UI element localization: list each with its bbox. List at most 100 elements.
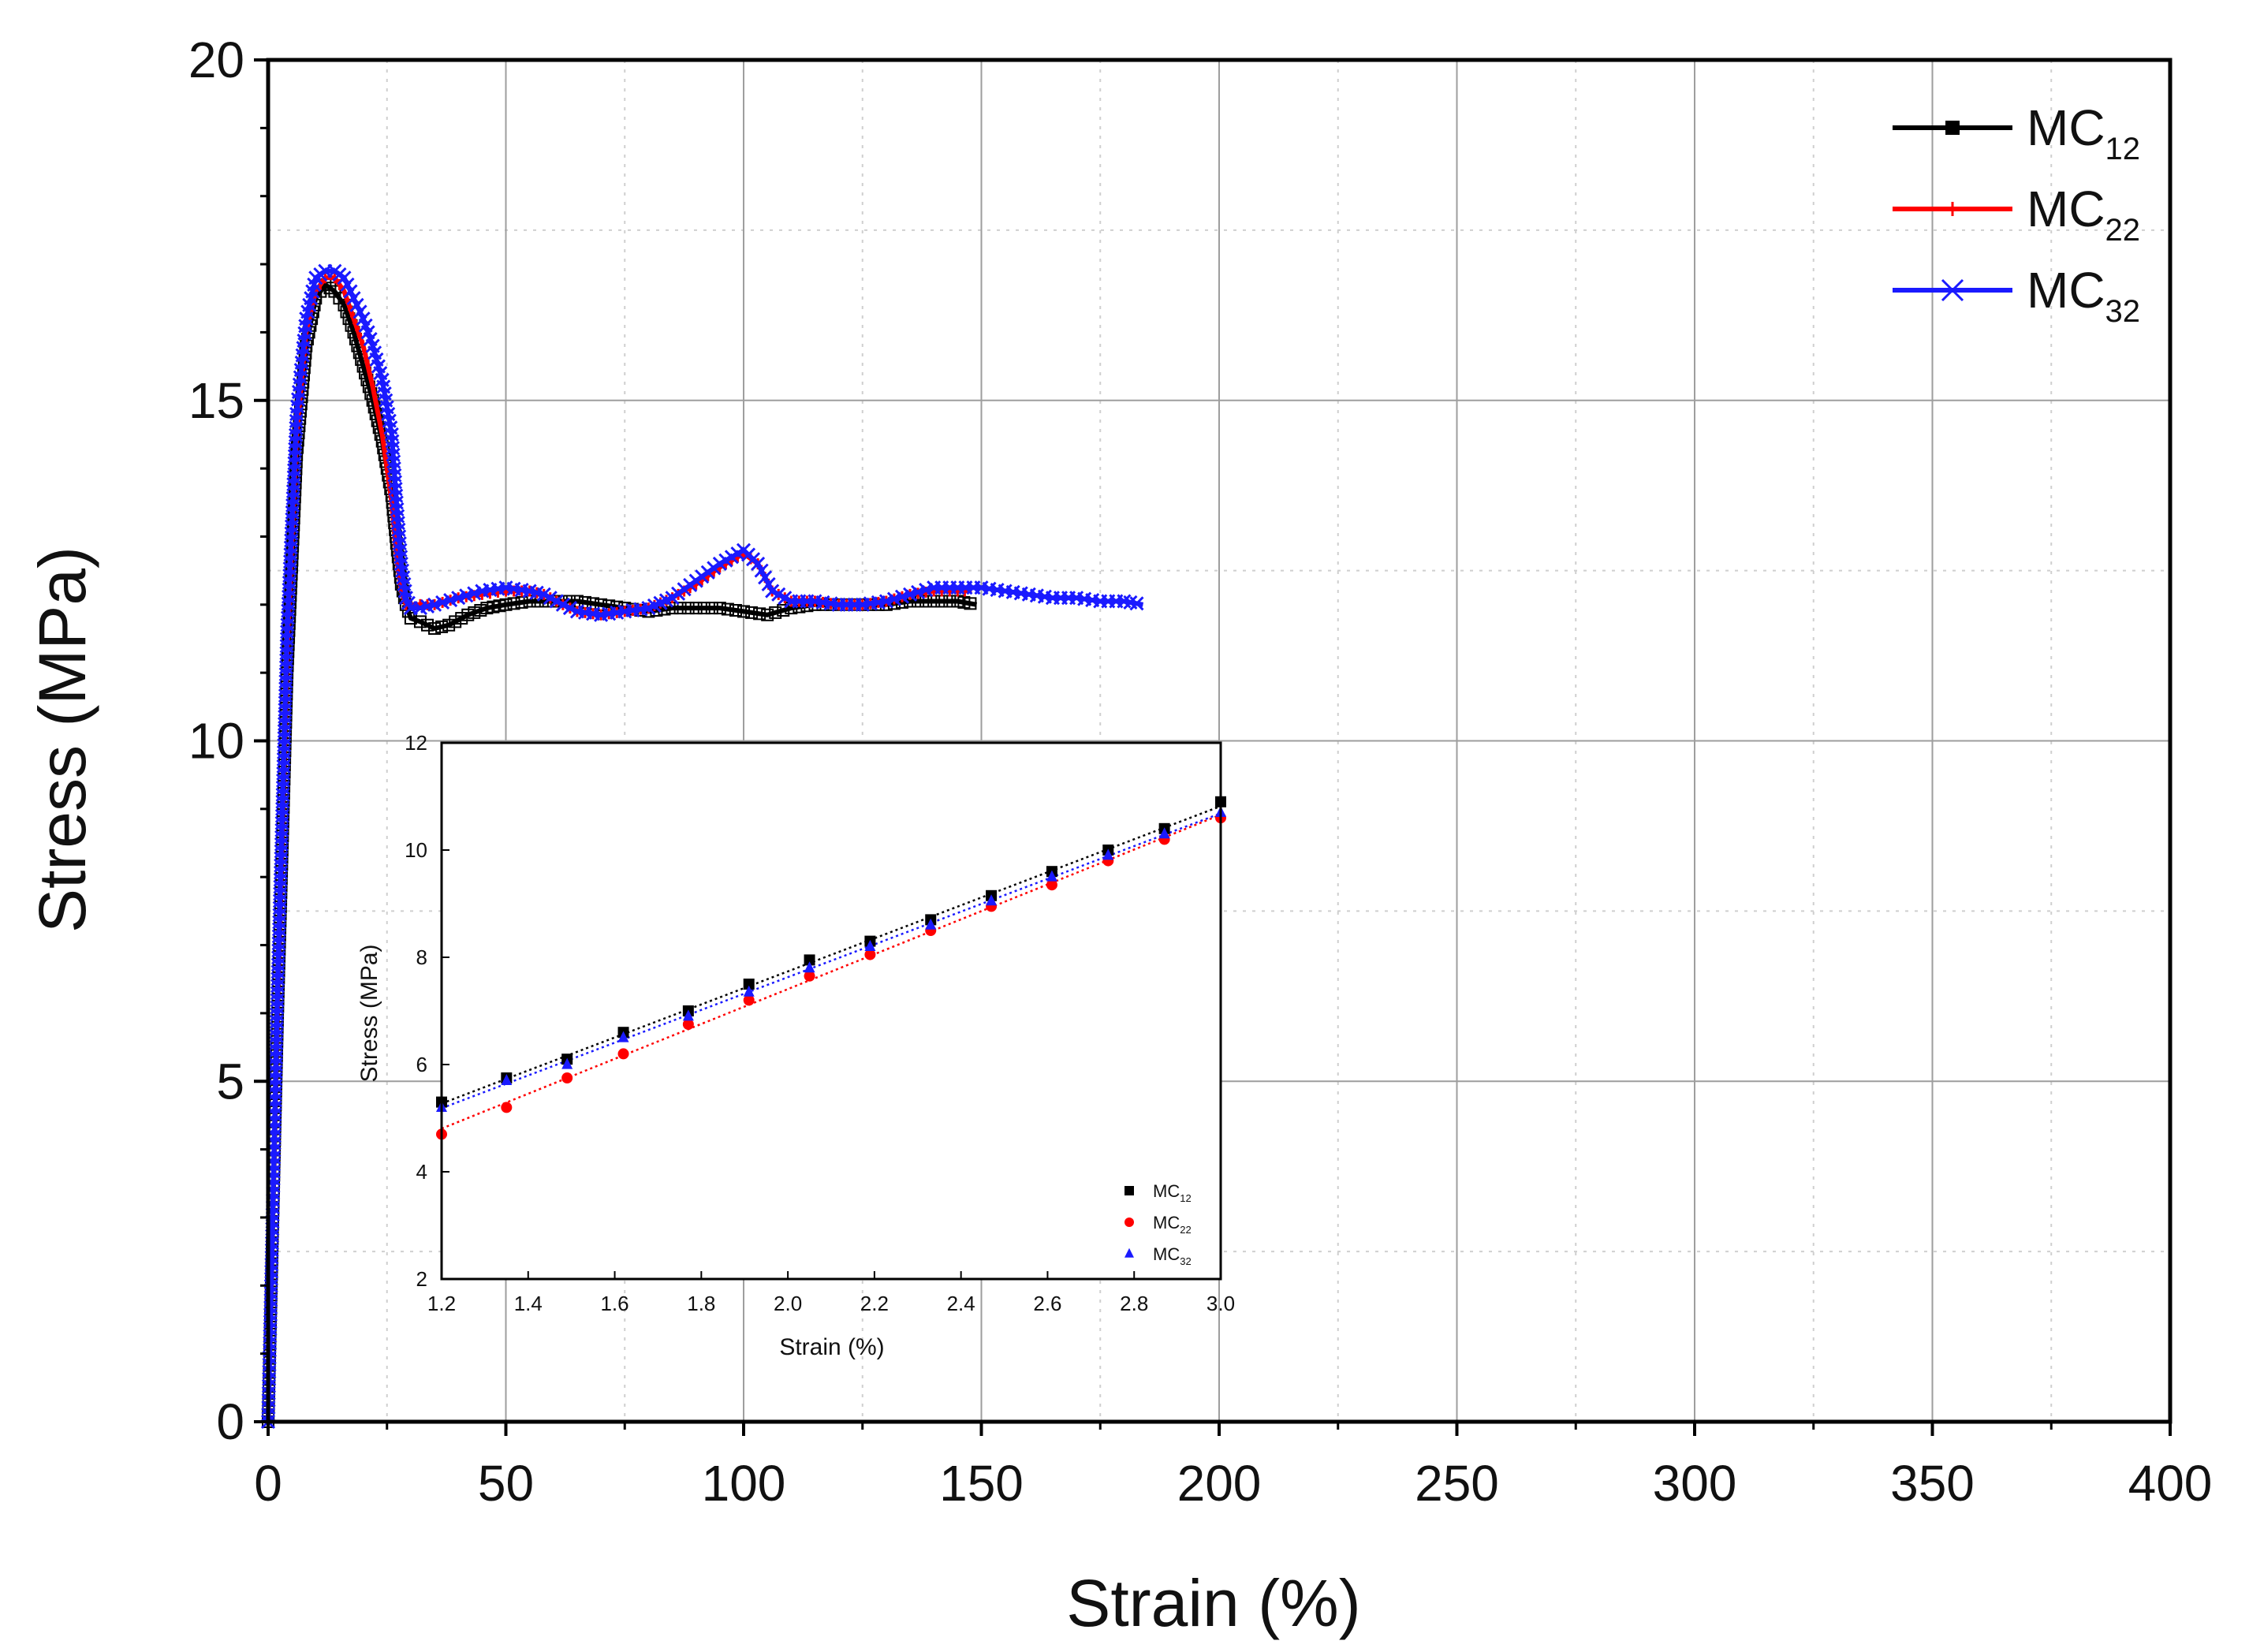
main-marker-12 — [449, 615, 462, 628]
main-ticks: 0 50 100 150 200 250 300 350 400 0 5 10 15 20 — [188, 32, 2213, 1512]
inset-point-22 — [682, 1019, 694, 1030]
main-x-tick-label: 150 — [939, 1455, 1024, 1512]
inset-background — [442, 743, 1221, 1279]
inset-y-tick-label: 12 — [405, 731, 427, 755]
main-legend-subscript: 32 — [2105, 294, 2141, 329]
inset-point-32 — [804, 961, 815, 973]
main-marker-32 — [427, 597, 442, 612]
main-x-tick-label: 50 — [478, 1455, 534, 1512]
main-marker-12 — [681, 602, 695, 615]
main-marker-32 — [671, 586, 686, 601]
main-legend-swatch-marker — [1941, 278, 1964, 302]
inset-x-tick-label: 1.4 — [514, 1292, 543, 1315]
main-marker-32 — [683, 577, 698, 593]
main-x-tick-label: 100 — [702, 1455, 786, 1512]
inset-x-tick-label: 2.6 — [1033, 1292, 1061, 1315]
main-marker-12 — [705, 602, 718, 615]
main-x-tick-label: 350 — [1890, 1455, 1975, 1512]
main-x-tick-label: 300 — [1653, 1455, 1737, 1512]
main-x-tick-label: 250 — [1415, 1455, 1499, 1512]
main-marker-12 — [745, 606, 759, 619]
main-y-tick-label: 5 — [216, 1053, 244, 1109]
main-marker-32 — [902, 587, 918, 602]
inset-ticks: 1.2 1.4 1.6 1.8 2.0 2.2 2.4 2.6 2.8 3.0 2 4 6 8 10 12 — [405, 731, 1235, 1315]
main-marker-32 — [555, 597, 570, 612]
inset-y-tick-label: 2 — [416, 1267, 427, 1291]
main-marker-12 — [461, 608, 475, 621]
main-marker-12 — [480, 602, 494, 615]
main-marker-12 — [442, 618, 456, 632]
inset-point-32 — [986, 894, 998, 906]
inset-y-tick-label: 10 — [405, 838, 427, 862]
inset-plot-frame — [440, 741, 1222, 1281]
inset-point-32 — [501, 1074, 513, 1085]
inset-legend-subscript: 32 — [1180, 1255, 1191, 1267]
inset-x-tick-label: 1.2 — [427, 1292, 456, 1315]
main-marker-12 — [468, 606, 481, 619]
main-marker-12 — [761, 608, 774, 621]
inset-legend-swatch — [1124, 1186, 1134, 1195]
main-marker-32 — [754, 563, 769, 578]
main-x-axis-title: Strain (%) — [1066, 1566, 1360, 1640]
main-x-tick-label: 400 — [2128, 1455, 2213, 1512]
main-marker-12 — [721, 602, 734, 616]
main-marker-12 — [713, 602, 726, 615]
main-marker-12 — [753, 607, 766, 621]
inset-y-tick-label: 6 — [416, 1053, 427, 1076]
main-marker-32 — [1129, 596, 1144, 611]
main-marker-32 — [665, 591, 680, 606]
main-y-tick-label: 10 — [188, 713, 244, 770]
inset-series-32 — [436, 806, 1226, 1112]
main-x-tick-label: 200 — [1177, 1455, 1262, 1512]
main-series-group — [260, 263, 1144, 1430]
main-marker-32 — [451, 591, 466, 606]
main-y-tick-label: 15 — [188, 372, 244, 429]
main-marker-32 — [894, 589, 910, 604]
inset-point-32 — [1158, 827, 1170, 839]
main-marker-32 — [467, 586, 482, 601]
inset-point-32 — [561, 1057, 573, 1069]
main-marker-12 — [769, 606, 782, 619]
main-legend-subscript: 22 — [2105, 213, 2141, 248]
inset-y-tick-label: 8 — [416, 945, 427, 969]
inset-x-tick-label: 2.4 — [947, 1292, 975, 1315]
main-marker-12 — [737, 605, 750, 618]
inset-legend-subscript: 22 — [1180, 1224, 1191, 1236]
main-marker-12 — [487, 600, 500, 613]
inset-point-32 — [682, 1009, 694, 1021]
main-marker-32 — [758, 570, 773, 585]
main-marker-32 — [435, 595, 450, 610]
main-marker-12 — [404, 612, 417, 625]
inset-point-12 — [743, 979, 755, 990]
main-legend-item-12: MC12 — [1893, 99, 2140, 166]
main-marker-32 — [707, 561, 722, 576]
main-marker-12 — [689, 602, 703, 615]
inset-legend-swatch — [1124, 1247, 1134, 1258]
inset-point-22 — [864, 949, 876, 960]
main-marker-32 — [919, 583, 934, 598]
inset-point-22 — [501, 1102, 513, 1113]
main-marker-12 — [499, 598, 513, 611]
main-marker-32 — [677, 582, 692, 597]
inset-point-32 — [617, 1031, 629, 1042]
main-series-32 — [260, 263, 1144, 1430]
inset-point-22 — [743, 994, 755, 1006]
main-marker-32 — [562, 601, 577, 616]
inset-x-tick-label: 2.0 — [774, 1292, 802, 1315]
inset-x-tick-label: 2.2 — [860, 1292, 889, 1315]
main-x-tick-label: 0 — [254, 1455, 282, 1512]
inset-x-axis-title: Strain (%) — [779, 1334, 884, 1360]
main-marker-32 — [886, 591, 902, 606]
main-marker-32 — [878, 594, 893, 609]
main-legend-subscript: 12 — [2105, 132, 2141, 166]
main-marker-12 — [673, 602, 687, 615]
main-marker-32 — [695, 569, 710, 584]
main-marker-12 — [964, 597, 977, 610]
inset-plot-border — [440, 741, 1222, 1281]
inset-x-tick-label: 2.8 — [1120, 1292, 1148, 1315]
inset-legend-subscript: 12 — [1180, 1192, 1191, 1204]
main-y-tick-label: 0 — [216, 1393, 244, 1450]
main-marker-12 — [515, 595, 528, 609]
inset-x-tick-label: 1.6 — [600, 1292, 628, 1315]
